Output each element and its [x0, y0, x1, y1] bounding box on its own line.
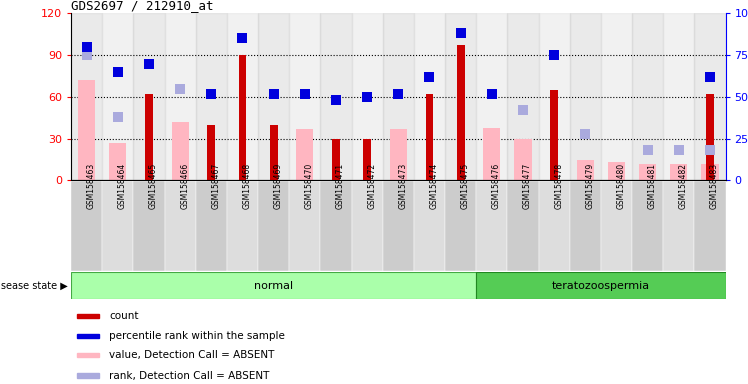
Bar [133, 13, 165, 180]
Text: rank, Detection Call = ABSENT: rank, Detection Call = ABSENT [109, 371, 269, 381]
Bar [296, 129, 313, 180]
Bar [507, 13, 539, 180]
Bar [320, 13, 352, 180]
Text: GSM158482: GSM158482 [678, 163, 688, 209]
Bar [663, 13, 694, 180]
Text: disease state ▶: disease state ▶ [0, 281, 67, 291]
Bar [71, 13, 102, 180]
Text: GSM158478: GSM158478 [554, 163, 563, 209]
Text: GSM158481: GSM158481 [648, 163, 657, 209]
Bar [476, 181, 507, 271]
Bar [632, 181, 663, 271]
Bar [639, 164, 656, 180]
Bar [515, 139, 532, 180]
Text: GSM158465: GSM158465 [149, 163, 158, 209]
Bar [577, 160, 594, 180]
Bar [289, 13, 320, 180]
Text: count: count [109, 311, 138, 321]
Bar [77, 334, 99, 338]
Bar [476, 272, 726, 299]
Bar [320, 181, 352, 271]
Bar [383, 13, 414, 180]
Bar [258, 181, 289, 271]
Bar [102, 13, 133, 180]
Bar [227, 181, 258, 271]
Bar [109, 143, 126, 180]
Bar [77, 353, 99, 357]
Text: value, Detection Call = ABSENT: value, Detection Call = ABSENT [109, 350, 275, 360]
Bar [702, 164, 719, 180]
Bar [539, 13, 570, 180]
Text: GSM158474: GSM158474 [429, 163, 438, 209]
Text: GSM158476: GSM158476 [491, 163, 501, 209]
Bar [196, 181, 227, 271]
Bar [383, 181, 414, 271]
Text: GSM158480: GSM158480 [616, 163, 625, 209]
Bar [364, 139, 371, 180]
Bar [78, 80, 95, 180]
Bar [632, 13, 663, 180]
Text: GSM158475: GSM158475 [461, 163, 470, 209]
Bar [71, 272, 476, 299]
Bar [133, 181, 165, 271]
Text: GSM158466: GSM158466 [180, 163, 189, 209]
Bar [270, 125, 278, 180]
Text: GSM158477: GSM158477 [523, 163, 532, 209]
Bar [694, 181, 726, 271]
Text: GSM158473: GSM158473 [398, 163, 408, 209]
Bar [258, 13, 289, 180]
Bar [483, 127, 500, 180]
Bar [670, 164, 687, 180]
Text: percentile rank within the sample: percentile rank within the sample [109, 331, 285, 341]
Text: GSM158472: GSM158472 [367, 163, 376, 209]
Text: teratozoospermia: teratozoospermia [552, 281, 650, 291]
Bar [426, 94, 433, 180]
Bar [445, 13, 476, 180]
Bar [207, 125, 215, 180]
Bar [551, 90, 558, 180]
Bar [352, 181, 383, 271]
Bar [165, 181, 196, 271]
Bar [77, 373, 99, 378]
Bar [414, 13, 445, 180]
Bar [570, 13, 601, 180]
Text: GSM158479: GSM158479 [585, 163, 595, 209]
Bar [165, 13, 196, 180]
Bar [608, 162, 625, 180]
Text: GSM158463: GSM158463 [87, 163, 96, 209]
Bar [77, 314, 99, 318]
Text: GSM158470: GSM158470 [305, 163, 314, 209]
Text: GSM158468: GSM158468 [242, 163, 251, 209]
Bar [390, 129, 407, 180]
Bar [694, 13, 726, 180]
Text: GSM158464: GSM158464 [118, 163, 127, 209]
Text: GSM158467: GSM158467 [211, 163, 221, 209]
Bar [601, 181, 632, 271]
Bar [239, 55, 246, 180]
Text: GSM158471: GSM158471 [336, 163, 345, 209]
Bar [227, 13, 258, 180]
Bar [352, 13, 383, 180]
Bar [476, 13, 507, 180]
Text: normal: normal [254, 281, 293, 291]
Bar [570, 181, 601, 271]
Bar [171, 122, 188, 180]
Bar [196, 13, 227, 180]
Bar [71, 181, 102, 271]
Bar [289, 181, 320, 271]
Bar [507, 181, 539, 271]
Text: GSM158483: GSM158483 [710, 163, 719, 209]
Text: GSM158469: GSM158469 [274, 163, 283, 209]
Bar [332, 139, 340, 180]
Bar [663, 181, 694, 271]
Bar [601, 13, 632, 180]
Bar [414, 181, 445, 271]
Bar [102, 181, 133, 271]
Bar [445, 181, 476, 271]
Text: GDS2697 / 212910_at: GDS2697 / 212910_at [71, 0, 214, 12]
Bar [539, 181, 570, 271]
Bar [145, 94, 153, 180]
Bar [706, 94, 714, 180]
Bar [457, 45, 465, 180]
